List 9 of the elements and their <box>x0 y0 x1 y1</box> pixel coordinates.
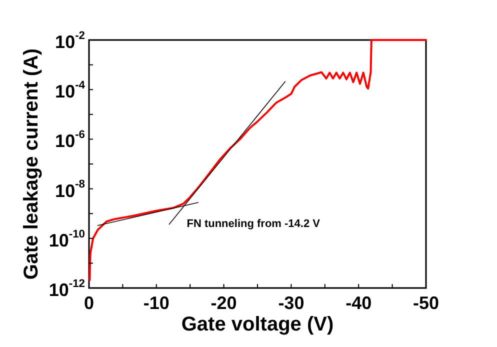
x-tick-label: -50 <box>412 292 440 313</box>
x-axis-title: Gate voltage (V) <box>181 314 334 336</box>
x-tick-label: -30 <box>278 292 304 313</box>
x-tick-label: -40 <box>346 292 372 313</box>
x-tick-label: -20 <box>210 292 237 313</box>
x-tick-label: -10 <box>143 292 170 313</box>
y-axis-title: Gate leakage current (A) <box>20 48 43 280</box>
x-tick-label: 0 <box>84 292 94 313</box>
annotation: FN tunneling from -14.2 V <box>186 218 321 230</box>
